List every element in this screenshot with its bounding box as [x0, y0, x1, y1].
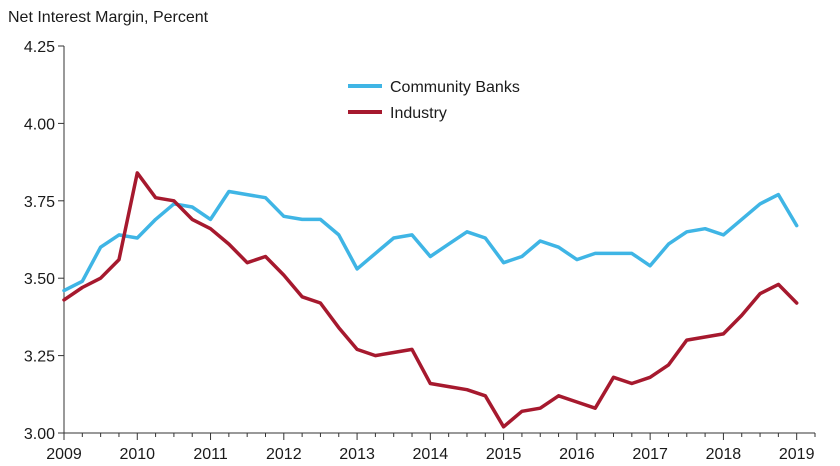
y-tick-label: 4.25: [24, 39, 55, 56]
series-line-community-banks: [62, 189, 799, 293]
y-tick-label: 3.25: [24, 349, 55, 366]
y-tick-label: 3.50: [24, 271, 55, 288]
x-tick-label: 2010: [119, 446, 155, 463]
legend-label-industry: Industry: [390, 105, 447, 122]
x-tick-label: 2015: [486, 446, 522, 463]
x-tick-label: 2017: [632, 446, 668, 463]
legend: Community Banks Industry: [348, 79, 520, 122]
x-tick-label: 2011: [193, 446, 228, 463]
x-tick-label: 2014: [413, 446, 449, 463]
y-tick-label: 4.00: [24, 116, 55, 133]
y-tick-label: 3.00: [24, 426, 55, 443]
y-axis: 3.00 3.25 3.50 3.75 4.00 4.25: [24, 39, 65, 443]
x-tick-label: 2013: [339, 446, 375, 463]
x-tick-label: 2019: [779, 446, 815, 463]
x-tick-label: 2009: [46, 446, 82, 463]
legend-label-community-banks: Community Banks: [390, 79, 520, 96]
series-line-industry: [62, 171, 799, 429]
y-tick-label: 3.75: [24, 194, 55, 211]
y-axis-label: Net Interest Margin, Percent: [8, 9, 209, 26]
x-tick-label: 2018: [706, 446, 742, 463]
x-tick-label: 2016: [559, 446, 595, 463]
x-tick-label: 2012: [266, 446, 302, 463]
series-lines: [62, 171, 799, 429]
x-axis: 2009 2010 2011 2012 2013 2014 2015 2016 2017 2018…: [46, 432, 816, 463]
